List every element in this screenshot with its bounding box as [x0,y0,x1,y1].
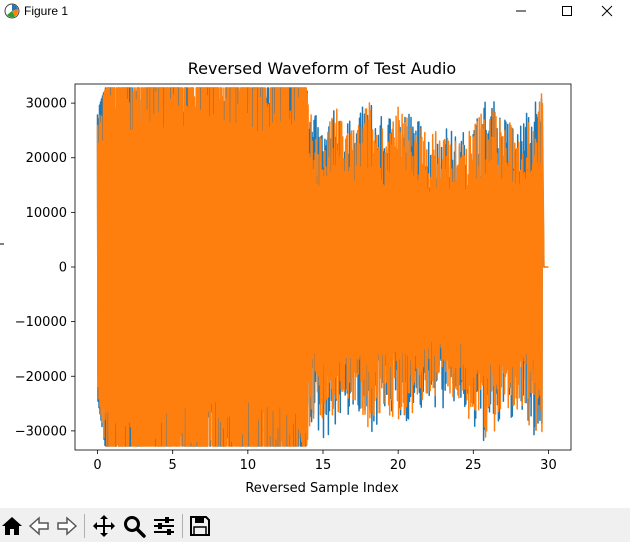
y-tick-label: 20000 [26,151,67,166]
home-button[interactable] [0,514,24,538]
x-tick-label: 25 [465,458,482,473]
configure-subplots-icon [154,517,174,535]
x-tick-label: 0 [93,458,101,473]
y-tick-label: 10000 [26,206,67,221]
forward-button[interactable] [54,514,78,538]
close-icon [601,5,613,17]
matplotlib-icon [4,3,20,19]
waveform-chart: Reversed Waveform of Test Audio −30000 −2… [0,59,572,496]
toolbar-separator [84,514,85,538]
zoom-button[interactable] [122,514,146,538]
y-tick-label: −20000 [15,370,67,385]
axes-frame [74,83,572,451]
x-tick-label: 5 [169,458,177,473]
pan-icon [93,515,115,537]
y-tick-label: −30000 [15,424,67,439]
y-axis: −30000 −20000 −10000 0 10000 20000 30000 [15,97,75,439]
x-axis-label: Reversed Sample Index [245,481,399,496]
close-button[interactable] [584,0,630,22]
window-title: Figure 1 [24,4,69,18]
y-tick-label: 0 [59,261,67,276]
minimize-icon [516,10,526,12]
x-tick-label: 20 [390,458,407,473]
y-tick-label: 30000 [26,97,67,112]
waveform-series-2 [96,87,549,447]
navigation-toolbar [0,508,630,542]
x-axis: 0 5 10 15 20 25 30 [93,450,557,473]
figure-canvas[interactable]: Reversed Waveform of Test Audio −30000 −2… [0,22,630,508]
back-icon [28,516,49,536]
configure-subplots-button[interactable] [152,514,176,538]
maximize-icon [562,6,572,16]
x-tick-label: 15 [315,458,332,473]
toolbar-separator [182,514,183,538]
window-titlebar: Figure 1 [0,0,630,22]
save-button[interactable] [188,514,212,538]
zoom-icon [124,516,146,538]
save-icon [190,516,210,536]
y-tick-label: −10000 [15,315,67,330]
home-icon [2,517,22,535]
maximize-button[interactable] [544,0,590,22]
plot-area [96,87,549,447]
x-tick-label: 10 [240,458,257,473]
x-tick-label: 30 [540,458,557,473]
chart-title: Reversed Waveform of Test Audio [188,59,456,78]
pan-button[interactable] [92,514,116,538]
back-button[interactable] [28,514,52,538]
minimize-button[interactable] [498,0,544,22]
forward-icon [57,516,78,536]
